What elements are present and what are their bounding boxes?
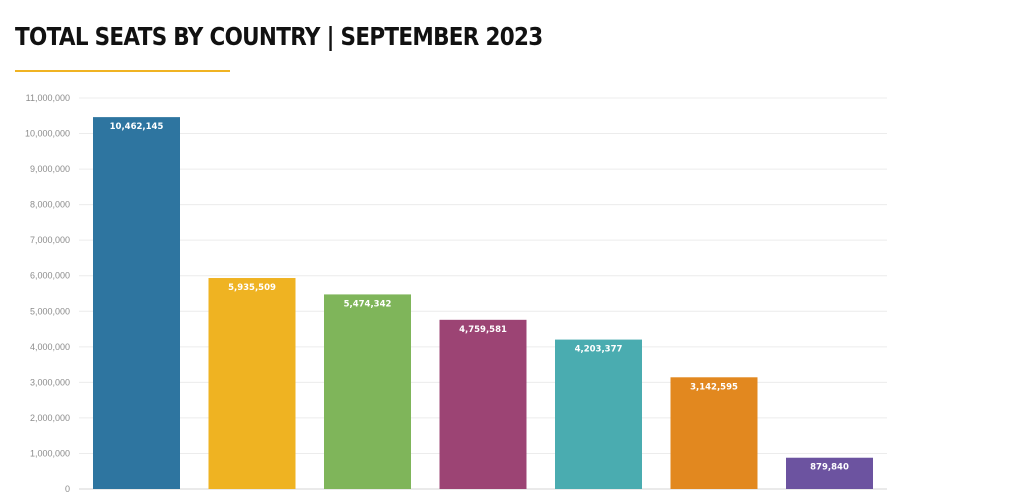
bar-data-label: 879,840 [810, 463, 849, 473]
y-tick-label: 1,000,000 [30, 448, 70, 458]
chart-title: TOTAL SEATS BY COUNTRY | SEPTEMBER 2023 [15, 22, 543, 51]
y-tick-label: 10,000,000 [25, 129, 70, 139]
bar[interactable] [555, 339, 642, 489]
y-tick-label: 3,000,000 [30, 377, 70, 387]
bar-data-label: 5,935,509 [228, 283, 276, 293]
y-tick-label: 5,000,000 [30, 306, 70, 316]
bar[interactable] [786, 457, 873, 489]
bar[interactable] [208, 278, 296, 489]
bar-data-label: 10,462,145 [110, 122, 164, 132]
y-tick-label: 9,000,000 [30, 164, 70, 174]
bar[interactable] [324, 294, 411, 489]
y-tick-label: 4,000,000 [30, 342, 70, 352]
y-tick-label: 7,000,000 [30, 235, 70, 245]
bar[interactable] [93, 117, 180, 490]
bar[interactable] [670, 377, 758, 489]
bar[interactable] [439, 319, 527, 489]
bar-data-label: 4,759,581 [459, 325, 507, 335]
y-tick-label: 6,000,000 [30, 271, 70, 281]
title-underline [15, 70, 230, 72]
bar-data-label: 4,203,377 [575, 345, 623, 355]
bar-data-label: 5,474,342 [344, 299, 392, 309]
y-tick-label: 11,000,000 [26, 93, 70, 103]
bar-data-label: 3,142,595 [690, 382, 738, 392]
y-tick-label: 8,000,000 [30, 200, 70, 210]
y-tick-label: 0 [65, 484, 70, 494]
y-tick-label: 2,000,000 [30, 413, 70, 423]
